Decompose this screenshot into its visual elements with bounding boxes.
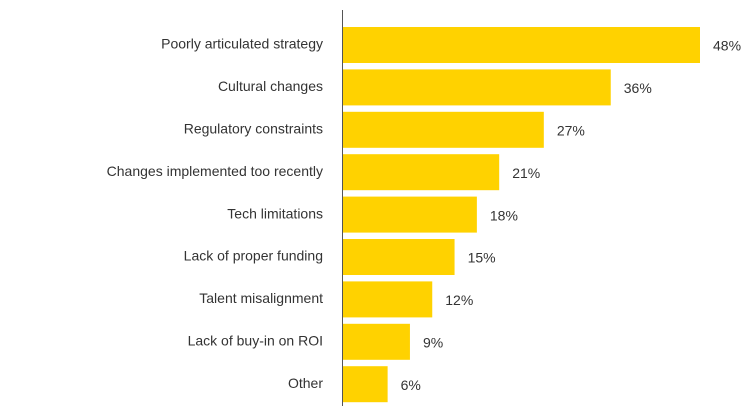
value-label: 15% (468, 250, 496, 266)
category-label: Other (288, 375, 323, 391)
bar (343, 154, 500, 191)
value-label: 6% (401, 377, 421, 393)
value-label: 21% (512, 165, 540, 181)
bar (343, 281, 433, 318)
category-label: Poorly articulated strategy (161, 36, 323, 52)
bar (343, 239, 455, 275)
category-label: Changes implemented too recently (107, 163, 323, 179)
value-label: 27% (557, 123, 585, 139)
value-label: 18% (490, 207, 518, 223)
category-label: Talent misalignment (199, 290, 323, 306)
value-label: 36% (624, 80, 652, 96)
bar (343, 366, 388, 403)
category-label: Lack of proper funding (184, 248, 323, 264)
category-label: Lack of buy-in on ROI (188, 333, 323, 349)
bar (343, 323, 410, 360)
bar (343, 27, 700, 63)
category-label: Cultural changes (218, 78, 323, 94)
bar (343, 69, 611, 106)
bar (343, 111, 544, 148)
value-label: 12% (445, 292, 473, 308)
bar (343, 196, 477, 233)
value-label: 48% (713, 38, 741, 54)
category-label: Tech limitations (227, 205, 323, 221)
category-label: Regulatory constraints (184, 121, 323, 137)
value-label: 9% (423, 335, 443, 351)
